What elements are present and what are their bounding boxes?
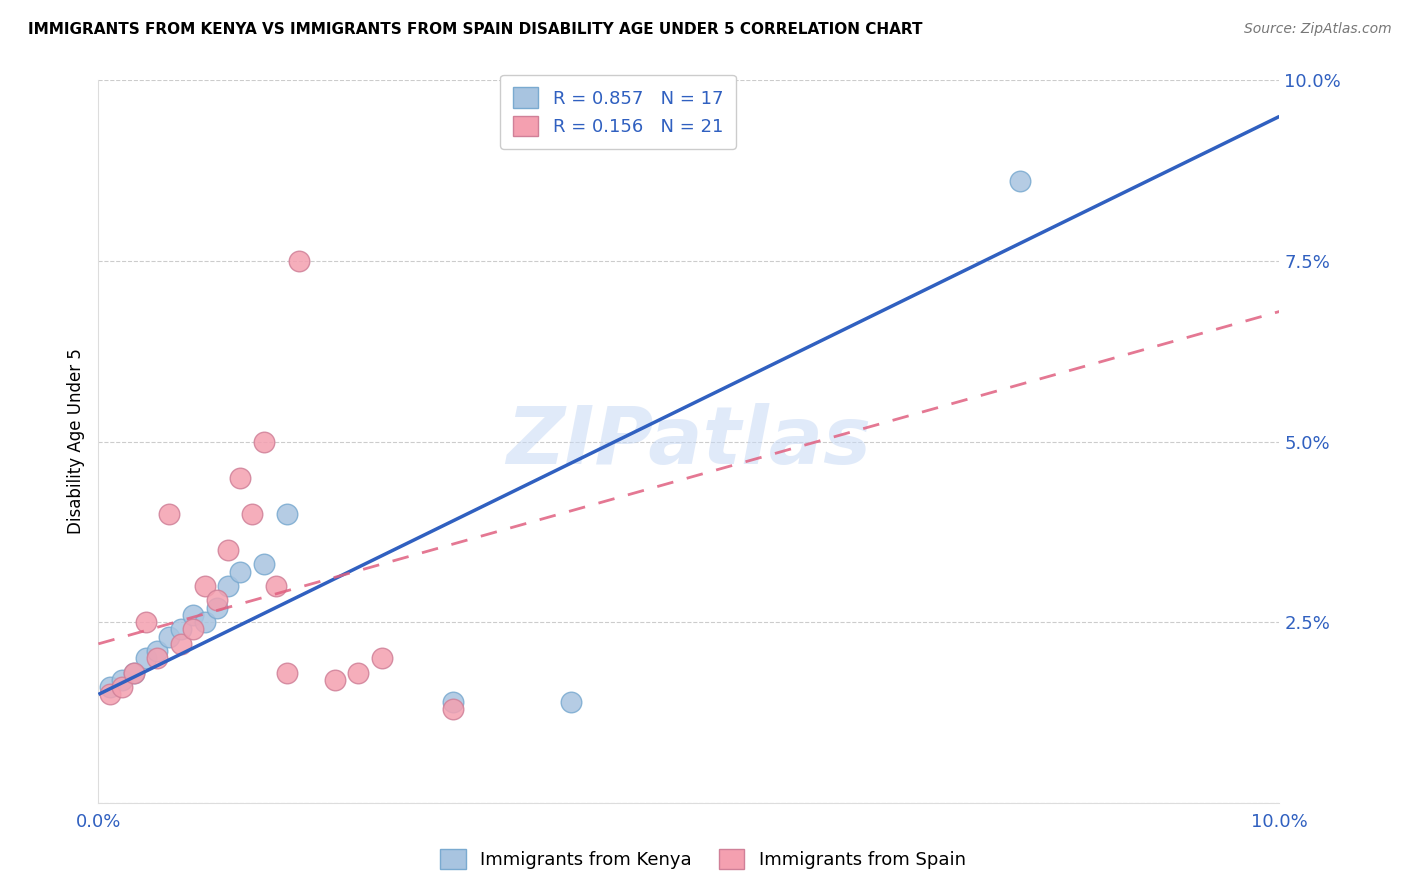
- Point: [323, 673, 346, 687]
- Point: [135, 651, 157, 665]
- Point: [441, 702, 464, 716]
- Point: [122, 665, 145, 680]
- Point: [194, 615, 217, 630]
- Point: [122, 665, 145, 680]
- Point: [181, 607, 204, 622]
- Text: IMMIGRANTS FROM KENYA VS IMMIGRANTS FROM SPAIN DISABILITY AGE UNDER 5 CORRELATIO: IMMIGRANTS FROM KENYA VS IMMIGRANTS FROM…: [28, 22, 922, 37]
- Text: ZIPatlas: ZIPatlas: [506, 402, 872, 481]
- Point: [217, 542, 239, 557]
- Point: [205, 600, 228, 615]
- Point: [135, 615, 157, 630]
- Point: [170, 637, 193, 651]
- Point: [157, 507, 180, 521]
- Point: [181, 623, 204, 637]
- Point: [560, 695, 582, 709]
- Point: [264, 579, 287, 593]
- Point: [253, 558, 276, 572]
- Point: [229, 471, 252, 485]
- Point: [194, 579, 217, 593]
- Point: [217, 579, 239, 593]
- Point: [205, 593, 228, 607]
- Point: [276, 665, 298, 680]
- Legend: R = 0.857   N = 17, R = 0.156   N = 21: R = 0.857 N = 17, R = 0.156 N = 21: [501, 75, 735, 149]
- Point: [111, 673, 134, 687]
- Point: [98, 680, 121, 694]
- Point: [157, 630, 180, 644]
- Point: [98, 687, 121, 701]
- Legend: Immigrants from Kenya, Immigrants from Spain: Immigrants from Kenya, Immigrants from S…: [432, 839, 974, 879]
- Point: [170, 623, 193, 637]
- Point: [229, 565, 252, 579]
- Point: [146, 644, 169, 658]
- Point: [371, 651, 394, 665]
- Point: [253, 434, 276, 449]
- Point: [276, 507, 298, 521]
- Point: [288, 254, 311, 268]
- Text: Source: ZipAtlas.com: Source: ZipAtlas.com: [1244, 22, 1392, 37]
- Y-axis label: Disability Age Under 5: Disability Age Under 5: [66, 349, 84, 534]
- Point: [146, 651, 169, 665]
- Point: [347, 665, 370, 680]
- Point: [441, 695, 464, 709]
- Point: [240, 507, 263, 521]
- Point: [1008, 174, 1031, 188]
- Point: [111, 680, 134, 694]
